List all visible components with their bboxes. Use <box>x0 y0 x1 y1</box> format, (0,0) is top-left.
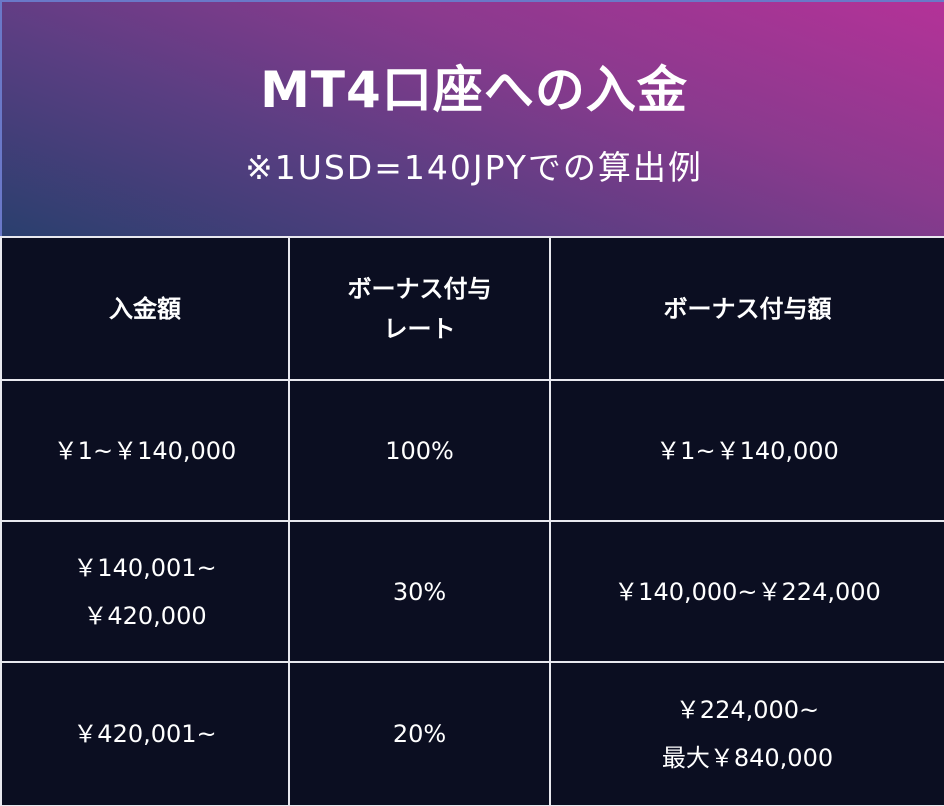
deposit-line1: ￥140,001~ <box>73 553 217 582</box>
page-title: MT4口座への入金 <box>260 61 688 119</box>
header-banner: MT4口座への入金 ※1USD=140JPYでの算出例 <box>0 0 944 236</box>
deposit-line2: ￥420,000 <box>83 601 207 630</box>
header-bonus-rate: ボーナス付与 レート <box>288 236 551 381</box>
deposit-line1: ￥420,001~ <box>73 720 217 748</box>
bonus-cell: ￥1~￥140,000 <box>549 379 944 522</box>
deposit-line1: ￥1~￥140,000 <box>53 436 237 465</box>
bonus-line2: 最大￥840,000 <box>661 744 834 772</box>
bonus-line1: ￥224,000~ <box>675 696 820 724</box>
table-row: ￥420,001~ 20% ￥224,000~ 最大￥840,000 <box>0 661 944 806</box>
header-bonus-amount: ボーナス付与額 <box>549 236 944 381</box>
deposit-cell: ￥140,001~ ￥420,000 <box>0 520 290 663</box>
rate-cell: 20% <box>288 661 551 806</box>
deposit-cell: ￥1~￥140,000 <box>0 379 290 522</box>
header-deposit-amount: 入金額 <box>0 236 290 381</box>
table-row: ￥1~￥140,000 100% ￥1~￥140,000 <box>0 379 944 522</box>
table-row: ￥140,001~ ￥420,000 30% ￥140,000~￥224,000 <box>0 520 944 663</box>
page-subtitle: ※1USD=140JPYでの算出例 <box>245 148 703 187</box>
bonus-cell: ￥140,000~￥224,000 <box>549 520 944 663</box>
bonus-cell: ￥224,000~ 最大￥840,000 <box>549 661 944 806</box>
rate-cell: 100% <box>288 379 551 522</box>
header-bonus-rate-line2: レート <box>383 314 456 343</box>
bonus-line1: ￥140,000~￥224,000 <box>614 577 881 606</box>
table-header-row: 入金額 ボーナス付与 レート ボーナス付与額 <box>0 236 944 381</box>
header-bonus-rate-line1: ボーナス付与 <box>347 274 492 303</box>
rate-cell: 30% <box>288 520 551 663</box>
bonus-table: 入金額 ボーナス付与 レート ボーナス付与額 ￥1~￥140,000 100% … <box>0 236 944 806</box>
bonus-line1: ￥1~￥140,000 <box>656 436 839 465</box>
deposit-cell: ￥420,001~ <box>0 661 290 806</box>
